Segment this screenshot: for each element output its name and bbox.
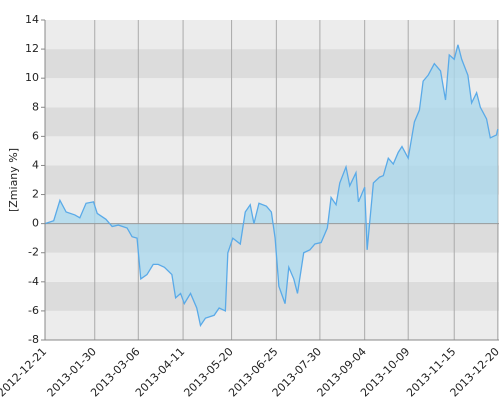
y-tick-label: -6: [28, 304, 39, 317]
y-tick-label: -8: [28, 333, 39, 346]
y-tick-label: 6: [32, 129, 39, 142]
y-tick-label: -2: [28, 246, 39, 259]
x-tick-label: 2012-12-21: [0, 345, 49, 399]
y-axis-label: [Zmiany %]: [7, 148, 20, 212]
grid-band: [45, 310, 499, 340]
grid-band: [45, 281, 499, 311]
grid-band: [45, 223, 499, 253]
line: [44, 44, 499, 328]
y-tick-label: 2: [32, 188, 39, 201]
y-tick-label: 0: [32, 217, 39, 230]
area: [45, 44, 498, 326]
grid-band: [45, 49, 499, 79]
grid-band: [45, 252, 499, 282]
y-tick-label: 14: [25, 13, 39, 26]
y-tick-label: 8: [32, 100, 39, 113]
y-tick-label: 12: [25, 42, 39, 55]
grid-band: [45, 20, 499, 50]
y-tick-label: -4: [28, 275, 39, 288]
y-tick-label: 10: [25, 71, 39, 84]
y-tick-label: 4: [32, 158, 39, 171]
